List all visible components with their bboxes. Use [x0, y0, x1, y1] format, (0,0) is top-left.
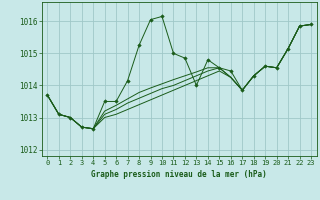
X-axis label: Graphe pression niveau de la mer (hPa): Graphe pression niveau de la mer (hPa)	[91, 170, 267, 179]
